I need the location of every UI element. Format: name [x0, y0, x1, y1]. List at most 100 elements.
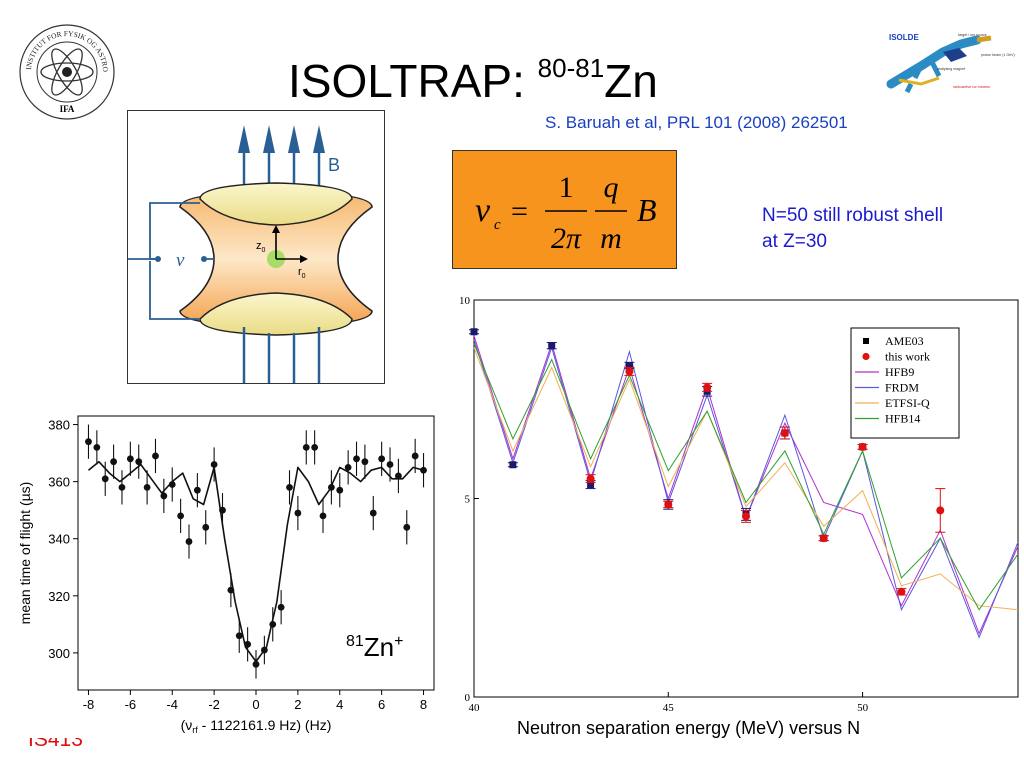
isolde-target	[976, 35, 992, 43]
isolde-facility-graphic: ISOLDE target / ion source proton beam (…	[886, 33, 1015, 94]
tof-data-point	[344, 450, 352, 485]
field-label: B	[328, 155, 340, 175]
isolde-branches	[904, 58, 942, 94]
sn-line-hfb14	[473, 343, 1019, 611]
sn-x-tick-label: 50	[857, 702, 869, 714]
tof-data-point	[327, 470, 335, 505]
sn-point-this-work	[779, 426, 790, 440]
tof-data-point	[101, 461, 109, 496]
tof-data-point	[252, 650, 260, 679]
tof-x-axis-label: (νrf - 1122161.9 Hz) (Hz)	[181, 717, 332, 735]
isolde-magnet	[943, 48, 967, 62]
r0-label: r0	[298, 266, 306, 280]
tof-x-tick-label: 0	[252, 697, 259, 712]
sn-point-this-work	[624, 366, 635, 376]
tof-data-point	[210, 447, 218, 482]
formula-equals: =	[511, 195, 528, 228]
isolde-part-beams: radioactive ion beams	[953, 85, 990, 89]
isolde-part-magnet: analysing magnet	[937, 67, 965, 71]
tof-y-axis-label: mean time of flight (µs)	[17, 482, 33, 625]
tof-data-point	[260, 635, 268, 665]
sn-point-this-work	[818, 534, 829, 543]
logo-orbit-1	[40, 62, 94, 82]
ifa-logo: INSTITUT FOR FYSIK OG ASTRONOMI IFA	[17, 20, 115, 120]
tof-data-point	[219, 493, 226, 528]
tof-data-point	[319, 498, 327, 534]
slide-title: ISOLTRAP: 80-81Zn	[288, 40, 658, 109]
sn-legend-label: HFB9	[885, 365, 914, 379]
sn-legend-label: HFB14	[885, 412, 920, 426]
logo-orbit-2	[51, 48, 83, 96]
tof-data-point	[411, 438, 419, 474]
endcap-top	[199, 182, 353, 226]
tof-data-point	[126, 441, 134, 476]
tof-data-point	[286, 470, 293, 505]
citation: S. Baruah et al, PRL 101 (2008) 262501	[545, 113, 848, 132]
title-main: ISOLTRAP:	[288, 55, 538, 107]
tof-data-point	[85, 424, 92, 459]
tof-data-point	[361, 444, 369, 479]
sn-point-ame03	[469, 328, 479, 336]
rf-label: ν	[176, 250, 185, 271]
isolde-yellow-line	[898, 76, 940, 86]
tof-x-tick-label: 2	[294, 697, 301, 712]
tof-data-point	[353, 441, 360, 476]
tof-data-point	[143, 470, 151, 505]
sn-point-ame03	[507, 461, 518, 469]
sn-x-tick-label: 45	[663, 702, 675, 714]
tof-data-point	[160, 478, 168, 514]
sn-y-tick-label: 5	[465, 494, 471, 506]
sn-point-this-work	[741, 509, 751, 523]
endcap-bottom	[199, 292, 353, 336]
tof-data-point	[202, 510, 210, 545]
formula-nu: ν	[475, 192, 491, 229]
tof-data-point	[177, 498, 185, 534]
tof-data-point	[244, 627, 252, 662]
tof-data-point	[336, 473, 344, 508]
formula-nu-sub: c	[494, 217, 501, 233]
sn-y-tick-label: 0	[465, 692, 471, 704]
sn-legend-label: ETFSI-Q	[885, 396, 930, 410]
formula-num-2: q	[604, 171, 619, 204]
sn-legend-box	[850, 327, 960, 439]
tof-y-tick-label: 300	[48, 646, 70, 661]
z0-label: z0	[256, 240, 266, 254]
isolde-label: ISOLDE	[889, 33, 919, 42]
tof-x-tick-label: -8	[83, 697, 95, 712]
sn-point-this-work	[857, 442, 868, 451]
sn-legend-label: FRDM	[885, 381, 919, 395]
tof-data-point	[420, 453, 427, 488]
chart-caption: Neutron separation energy (MeV) versus N	[517, 718, 861, 738]
tof-data-point	[403, 510, 411, 545]
sn-point-this-work	[585, 474, 596, 484]
sn-legend-item: AME03	[863, 334, 924, 348]
tof-data-point	[235, 618, 243, 653]
logo-abbrev: IFA	[60, 104, 75, 114]
tof-x-tick-label: 4	[336, 697, 343, 712]
tof-data-point	[110, 444, 117, 479]
isolde-part-proton: proton beam (1 GeV)	[981, 53, 1015, 57]
tof-data-point	[269, 607, 277, 642]
tof-data-point	[93, 430, 101, 465]
sn-legend-item: HFB9	[855, 365, 914, 379]
tof-x-tick-label: 6	[378, 697, 385, 712]
sn-line-etfsi-q	[473, 347, 1019, 611]
tof-y-tick-label: 380	[48, 418, 70, 433]
note-line-1: N=50 still robust shell	[762, 205, 944, 226]
logo-orbit-3	[51, 48, 83, 96]
sn-legend-item: this work	[862, 350, 930, 364]
tof-data-point	[152, 438, 159, 474]
tof-x-tick-label: -4	[166, 697, 178, 712]
tof-annotation-nuclide: 81Zn+	[346, 632, 403, 662]
tof-y-tick-label: 320	[48, 589, 70, 604]
sn-legend-item: HFB14	[855, 412, 920, 426]
sn-legend-item: ETFSI-Q	[855, 396, 930, 410]
tof-data-point	[168, 467, 176, 502]
isolde-part-target: target / ion source	[958, 33, 987, 37]
tof-resonance-chart: -8 -6 -4 -2 0 2 4 6 8 300 320 340 360 380 mean time o…	[17, 415, 435, 735]
formula-box: ν c = 1 2π q m B	[452, 150, 677, 269]
tof-y-tick-label: 340	[48, 532, 70, 547]
formula-B: B	[637, 192, 657, 228]
tof-data-point	[277, 590, 285, 625]
